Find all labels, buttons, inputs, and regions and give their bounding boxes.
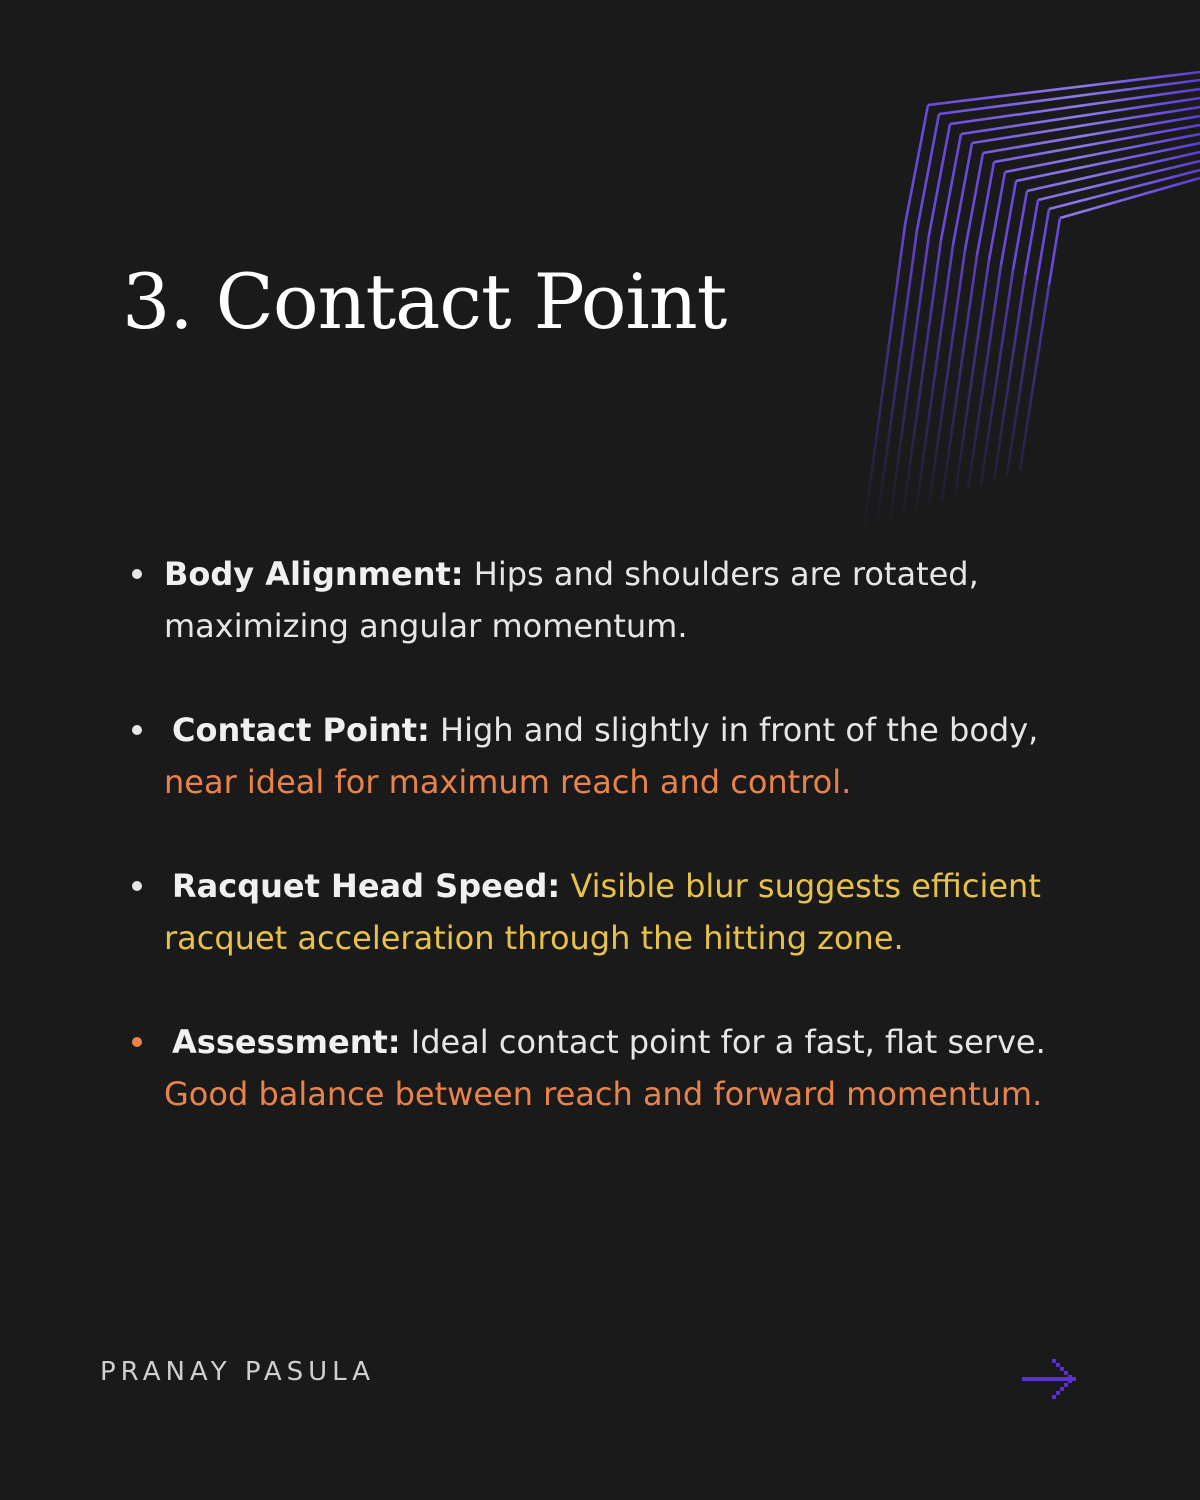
point-highlight: Visible blur suggests efficient racquet …: [164, 867, 1041, 957]
list-item-assessment: Assessment: Ideal contact point for a fa…: [128, 1016, 1118, 1120]
page-title: 3. Contact Point: [122, 257, 727, 346]
bullet-dot: [132, 725, 142, 735]
list-item-body-alignment: Body Alignment: Hips and shoulders are r…: [128, 548, 1118, 652]
point-label: Racquet Head Speed:: [172, 867, 561, 905]
list-item-racquet-head-speed: Racquet Head Speed: Visible blur suggest…: [128, 860, 1118, 964]
bullet-dot: [132, 569, 142, 579]
point-label: Body Alignment:: [164, 555, 464, 593]
list-item-contact-point: Contact Point: High and slightly in fron…: [128, 704, 1118, 808]
point-highlight: Good balance between reach and forward m…: [164, 1075, 1043, 1113]
point-highlight: near ideal for maximum reach and control…: [164, 763, 852, 801]
author-name: PRANAY PASULA: [100, 1357, 376, 1387]
point-text: Hips and shoulders are rotated, maximizi…: [164, 555, 979, 645]
bullet-dot: [132, 1037, 142, 1047]
point-label: Contact Point:: [172, 711, 430, 749]
point-label: Assessment:: [172, 1023, 401, 1061]
point-text: Ideal contact point for a fast, flat ser…: [410, 1023, 1046, 1061]
arrow-right-icon[interactable]: [1018, 1356, 1084, 1404]
point-text: High and slightly in front of the body,: [440, 711, 1039, 749]
bullet-dot: [132, 881, 142, 891]
analysis-list: Body Alignment: Hips and shoulders are r…: [128, 548, 1118, 1172]
